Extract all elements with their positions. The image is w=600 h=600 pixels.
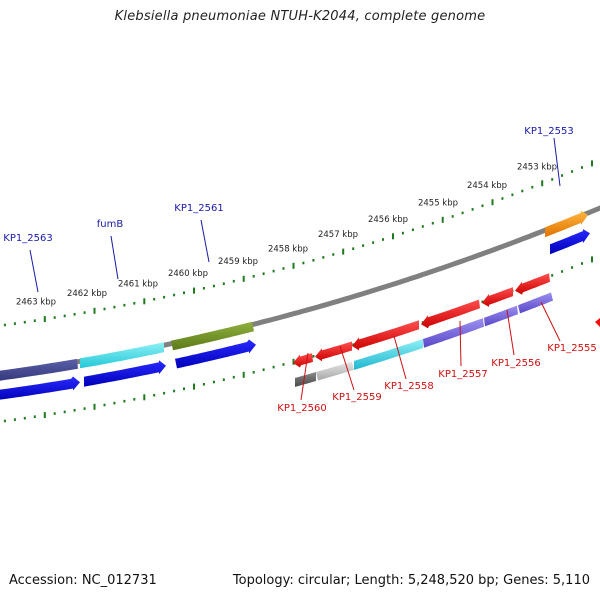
gene-leader-line — [393, 335, 407, 380]
gene-label-forward[interactable]: fumB — [97, 219, 124, 230]
gene-orange[interactable] — [545, 210, 588, 238]
kbp-tick-label: 2454 kbp — [467, 181, 507, 191]
gene-reverse[interactable] — [482, 287, 513, 307]
map-title: Klebsiella pneumoniae NTUH-K2044, comple… — [114, 9, 486, 24]
genome-summary: Topology: circular; Length: 5,248,520 bp… — [232, 573, 590, 588]
gene-gray-dark[interactable] — [295, 372, 316, 387]
gene-purple[interactable] — [423, 318, 484, 348]
gene-label-reverse[interactable]: KP1_2560 — [277, 403, 326, 414]
gene-leader-line — [553, 137, 561, 187]
kbp-tick-label: 2463 kbp — [16, 298, 56, 308]
gene-forward[interactable] — [84, 360, 166, 387]
gene-dark-slate[interactable] — [0, 358, 78, 382]
gene-reverse[interactable] — [515, 273, 550, 295]
gene-leader-line — [540, 301, 561, 342]
gene-label-reverse[interactable]: KP1_2557 — [438, 369, 487, 380]
kbp-tick-label: 2462 kbp — [67, 289, 107, 299]
kbp-tick-label: 2459 kbp — [218, 257, 258, 267]
gene-label-reverse[interactable]: KP1_2556 — [491, 358, 540, 369]
gene-label-reverse[interactable]: KP1_2559 — [332, 392, 381, 403]
gene-reverse[interactable] — [421, 299, 480, 329]
kbp-tick-label: 2453 kbp — [517, 162, 557, 172]
kbp-tick-label: 2457 kbp — [318, 230, 358, 240]
gene-cyan-fumb[interactable] — [80, 342, 164, 369]
tick-track-inner — [3, 256, 593, 423]
gene-purple[interactable] — [518, 292, 553, 314]
gene-forward[interactable] — [0, 376, 80, 401]
gene-leader-line — [459, 320, 462, 367]
gene-gray-light[interactable] — [316, 361, 354, 381]
gene-leader-line — [506, 309, 515, 356]
kbp-tick-label: 2458 kbp — [268, 244, 308, 254]
gene-cyan[interactable] — [354, 339, 423, 370]
gene-leader-line — [110, 235, 119, 280]
gene-purple[interactable] — [484, 305, 518, 327]
gene-leader-line — [339, 345, 355, 391]
gene-leader-line — [200, 219, 210, 263]
gene-reverse[interactable] — [352, 320, 419, 351]
kbp-tick-label: 2460 kbp — [168, 269, 208, 279]
accession-label: Accession: NC_012731 — [9, 573, 157, 588]
gene-forward[interactable] — [175, 339, 256, 369]
gene-reverse[interactable] — [315, 341, 352, 362]
gene-leader-line — [300, 352, 309, 401]
kbp-tick-label: 2455 kbp — [418, 198, 458, 208]
gene-olive[interactable] — [171, 321, 254, 351]
gene-leader-line — [29, 249, 39, 293]
gene-label-forward[interactable]: KP1_2563 — [3, 233, 52, 244]
gene-reverse[interactable] — [293, 353, 313, 368]
kbp-tick-label: 2456 kbp — [368, 215, 408, 225]
gene-reverse-partial[interactable] — [595, 318, 600, 327]
gene-forward[interactable] — [550, 229, 590, 255]
gene-label-reverse[interactable]: KP1_2555 — [547, 343, 596, 354]
gene-label-reverse[interactable]: KP1_2558 — [384, 381, 433, 392]
gene-label-forward[interactable]: KP1_2553 — [524, 126, 573, 137]
kbp-tick-label: 2461 kbp — [118, 280, 158, 290]
tick-track-outer — [3, 160, 593, 327]
gene-label-forward[interactable]: KP1_2561 — [174, 203, 223, 214]
